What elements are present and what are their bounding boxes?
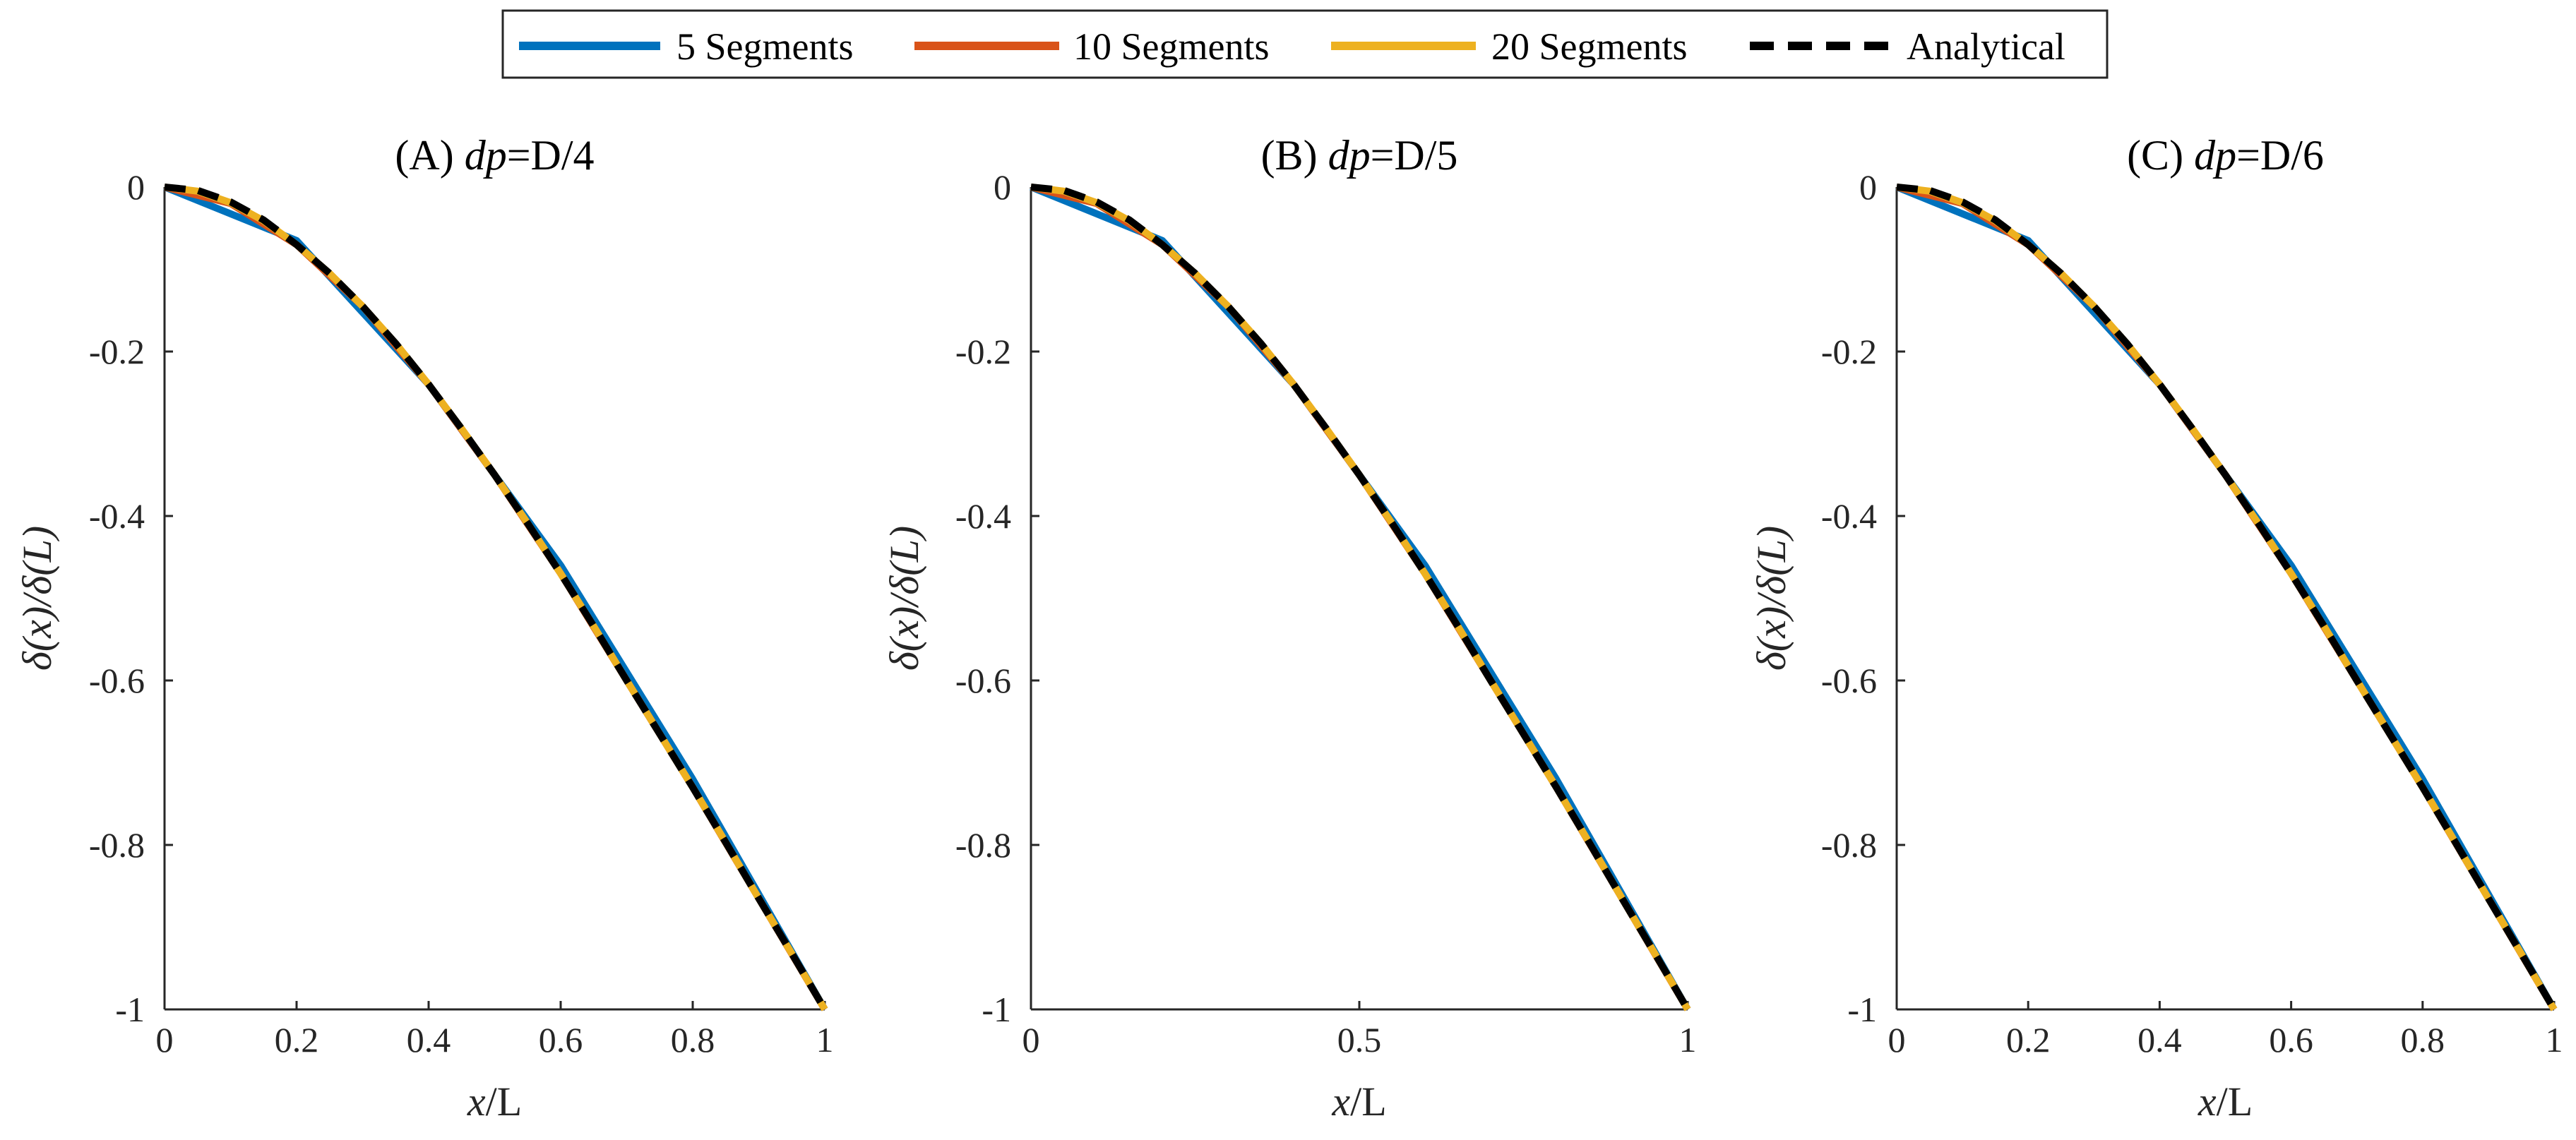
x-tick-label: 0.2 bbox=[2006, 1020, 2051, 1060]
series-line-analytical bbox=[1030, 184, 1691, 1012]
y-tick-label: -0.2 bbox=[89, 332, 145, 371]
legend-label-2: 10 Segments bbox=[1073, 25, 1270, 68]
x-axis-label-suffix: /L bbox=[2217, 1079, 2253, 1124]
y-tick-label: -0.8 bbox=[1821, 825, 1877, 865]
y-tick-label: 0 bbox=[994, 167, 1011, 207]
y-tick-label: -0.6 bbox=[89, 661, 145, 700]
legend-label-4: Analytical bbox=[1907, 25, 2065, 68]
panel-title-suffix: =D/6 bbox=[2236, 132, 2324, 179]
y-axis-label: δ(x)/δ(L) bbox=[14, 526, 60, 671]
panel-title-prefix: (A) bbox=[395, 132, 464, 179]
x-axis-label-suffix: /L bbox=[486, 1079, 523, 1124]
y-tick-label: -0.6 bbox=[955, 661, 1011, 700]
y-tick-label: -1 bbox=[1847, 990, 1877, 1029]
x-tick-label: 0.8 bbox=[671, 1020, 715, 1060]
y-tick-label: 0 bbox=[127, 167, 145, 207]
y-tick-label: -0.6 bbox=[1821, 661, 1877, 700]
chart-panel-a: (A) dp=D/4 0 -0.2 -0.4 -0.6 -0.8 -1 0 0.2 0.4 0.6 0… bbox=[14, 132, 834, 1124]
x-axis-label: x/L bbox=[467, 1079, 522, 1124]
chart-panel-c: (C) dp=D/6 0 -0.2 -0.4 -0.6 -0.8 -1 0 0.2 0.4 0.6 0… bbox=[1748, 132, 2563, 1124]
x-tick-label: 0.4 bbox=[407, 1020, 451, 1060]
legend: 5 Segments 10 Segments 20 Segments Analytic… bbox=[501, 9, 2109, 79]
y-tick-label: 0 bbox=[1859, 167, 1877, 207]
x-tick-label: 0.6 bbox=[539, 1020, 583, 1060]
x-axis-label-suffix: /L bbox=[1350, 1079, 1387, 1124]
panel-title-var: dp bbox=[1328, 132, 1371, 179]
y-tick-label: -1 bbox=[982, 990, 1011, 1029]
y-tick-label: -0.2 bbox=[1821, 332, 1877, 371]
panel-title-suffix: =D/5 bbox=[1371, 132, 1458, 179]
x-tick-label: 0.2 bbox=[275, 1020, 319, 1060]
y-axis-label: δ(x)/δ(L) bbox=[881, 526, 927, 671]
x-axis-label-var: x bbox=[467, 1079, 486, 1124]
panel-title-var: dp bbox=[465, 132, 507, 179]
panel-title-suffix: =D/4 bbox=[507, 132, 595, 179]
y-tick-label: -0.4 bbox=[89, 496, 145, 536]
series-line-analytical bbox=[1896, 184, 2558, 1012]
x-tick-label: 0 bbox=[156, 1020, 174, 1060]
y-axis-label: δ(x)/δ(L) bbox=[1748, 526, 1794, 671]
legend-label-3: 20 Segments bbox=[1491, 25, 1688, 68]
panel-title: (A) dp=D/4 bbox=[395, 132, 594, 179]
x-tick-label: 0.5 bbox=[1337, 1020, 1382, 1060]
x-tick-label: 0.6 bbox=[2269, 1020, 2313, 1060]
y-tick-label: -0.8 bbox=[89, 825, 145, 865]
panel-title-prefix: (B) bbox=[1261, 132, 1328, 179]
panel-title: (C) dp=D/6 bbox=[2127, 132, 2324, 179]
y-tick-label: -0.8 bbox=[955, 825, 1011, 865]
panel-title-prefix: (C) bbox=[2127, 132, 2194, 179]
x-axis-label-var: x bbox=[2198, 1079, 2217, 1124]
x-tick-label: 0.4 bbox=[2137, 1020, 2182, 1060]
x-axis-label-var: x bbox=[1331, 1079, 1350, 1124]
chart-panel-b: (B) dp=D/5 0 -0.2 -0.4 -0.6 -0.8 -1 0 0.5 1 x/L δ(x… bbox=[881, 132, 1697, 1124]
x-tick-label: 1 bbox=[2546, 1020, 2563, 1060]
panel-title-var: dp bbox=[2194, 132, 2236, 179]
series-line-analytical bbox=[164, 184, 828, 1012]
x-axis-label: x/L bbox=[2198, 1079, 2253, 1124]
panel-title: (B) dp=D/5 bbox=[1261, 132, 1458, 179]
x-tick-label: 0 bbox=[1888, 1020, 1906, 1060]
x-axis-label: x/L bbox=[1331, 1079, 1386, 1124]
x-tick-label: 0.8 bbox=[2401, 1020, 2445, 1060]
y-tick-label: -0.2 bbox=[955, 332, 1011, 371]
legend-label-1: 5 Segments bbox=[676, 25, 854, 68]
x-tick-label: 1 bbox=[816, 1020, 834, 1060]
x-tick-label: 0 bbox=[1022, 1020, 1040, 1060]
y-tick-label: -1 bbox=[115, 990, 145, 1029]
x-tick-label: 1 bbox=[1679, 1020, 1697, 1060]
chart-panels: (A) dp=D/40-0.2-0.4-0.6-0.8-10 0.2 0.4 0.6 0… bbox=[14, 132, 2563, 1124]
y-tick-label: -0.4 bbox=[1821, 496, 1877, 536]
y-tick-label: -0.4 bbox=[955, 496, 1011, 536]
